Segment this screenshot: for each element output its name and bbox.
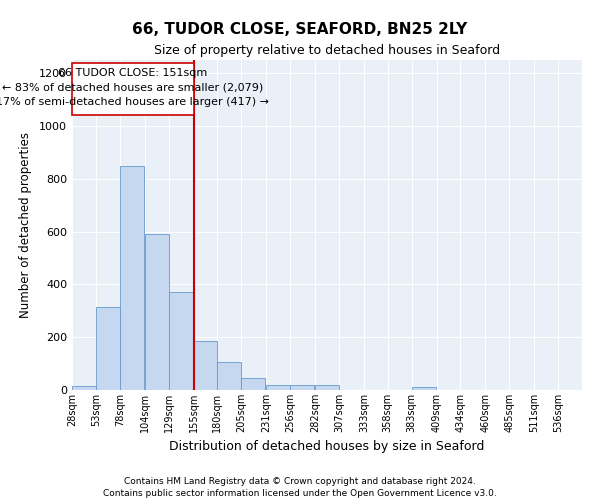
Bar [194, 341, 217, 390]
Y-axis label: Number of detached properties: Number of detached properties [19, 132, 32, 318]
X-axis label: Distribution of detached houses by size in Seaford: Distribution of detached houses by size … [169, 440, 485, 454]
Title: Size of property relative to detached houses in Seaford: Size of property relative to detached ho… [154, 44, 500, 58]
Text: 66, TUDOR CLOSE, SEAFORD, BN25 2LY: 66, TUDOR CLOSE, SEAFORD, BN25 2LY [133, 22, 467, 38]
Text: 66 TUDOR CLOSE: 151sqm: 66 TUDOR CLOSE: 151sqm [58, 68, 208, 78]
Text: Contains public sector information licensed under the Open Government Licence v3: Contains public sector information licen… [103, 489, 497, 498]
Bar [96, 307, 120, 390]
Text: ← 83% of detached houses are smaller (2,079): ← 83% of detached houses are smaller (2,… [2, 82, 263, 92]
Bar [266, 384, 290, 390]
Bar [145, 234, 169, 390]
Bar [169, 292, 193, 390]
Bar [72, 62, 194, 116]
Bar [217, 362, 241, 390]
Bar [290, 385, 314, 390]
Bar [412, 387, 436, 390]
Bar [315, 384, 339, 390]
Text: 17% of semi-detached houses are larger (417) →: 17% of semi-detached houses are larger (… [0, 97, 269, 107]
Text: Contains HM Land Registry data © Crown copyright and database right 2024.: Contains HM Land Registry data © Crown c… [124, 478, 476, 486]
Bar [72, 386, 96, 390]
Bar [241, 378, 265, 390]
Bar [120, 166, 144, 390]
